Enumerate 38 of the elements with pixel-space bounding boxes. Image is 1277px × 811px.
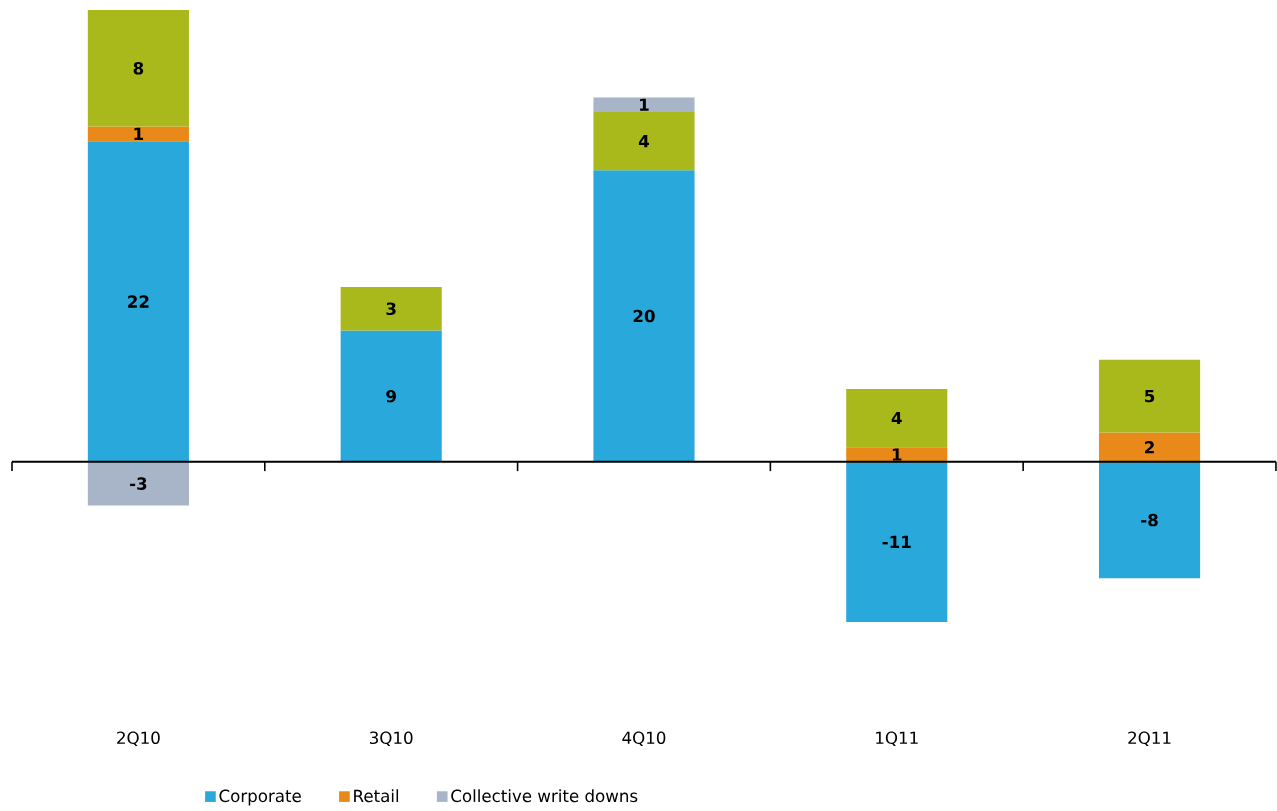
x-tick-label: 4Q10: [622, 731, 666, 746]
bar: [846, 461, 948, 622]
data-label: 4: [891, 411, 902, 424]
data-label: 1: [134, 127, 144, 140]
data-label: 2: [1145, 440, 1154, 454]
data-label: 5: [1145, 389, 1155, 403]
legend-label: Retail: [354, 789, 399, 802]
data-label: -8: [1141, 513, 1158, 527]
x-tick-label: 2Q11: [1128, 731, 1171, 746]
bar: [846, 447, 948, 462]
data-label: 1: [640, 98, 649, 111]
data-label: 22: [128, 295, 149, 308]
bar: [87, 9, 189, 127]
bar: [87, 461, 189, 506]
data-label: 3: [386, 302, 396, 315]
bar: [87, 126, 189, 141]
data-label: -11: [882, 535, 911, 548]
bar: [1098, 432, 1201, 462]
bar: [846, 388, 948, 448]
bar: [340, 330, 442, 462]
data-label: 20: [633, 309, 655, 323]
legend-label: Collective write downs: [451, 789, 638, 802]
bar: [1098, 461, 1201, 579]
bar: [1098, 359, 1201, 433]
x-tick-label: 2Q10: [117, 731, 160, 746]
legend-label: Corporate: [219, 789, 301, 806]
x-tick-label: 1Q11: [876, 731, 918, 746]
bar: [340, 286, 442, 331]
bar: [593, 97, 695, 112]
bar: [593, 170, 695, 462]
bar: [87, 140, 189, 462]
data-label: 9: [386, 389, 396, 403]
data-label: 4: [638, 134, 649, 148]
bar: [593, 111, 695, 171]
data-label: -3: [130, 477, 147, 490]
x-tick-label: 3Q10: [370, 731, 413, 746]
data-label: 1: [892, 448, 902, 461]
data-label: 8: [133, 61, 144, 75]
